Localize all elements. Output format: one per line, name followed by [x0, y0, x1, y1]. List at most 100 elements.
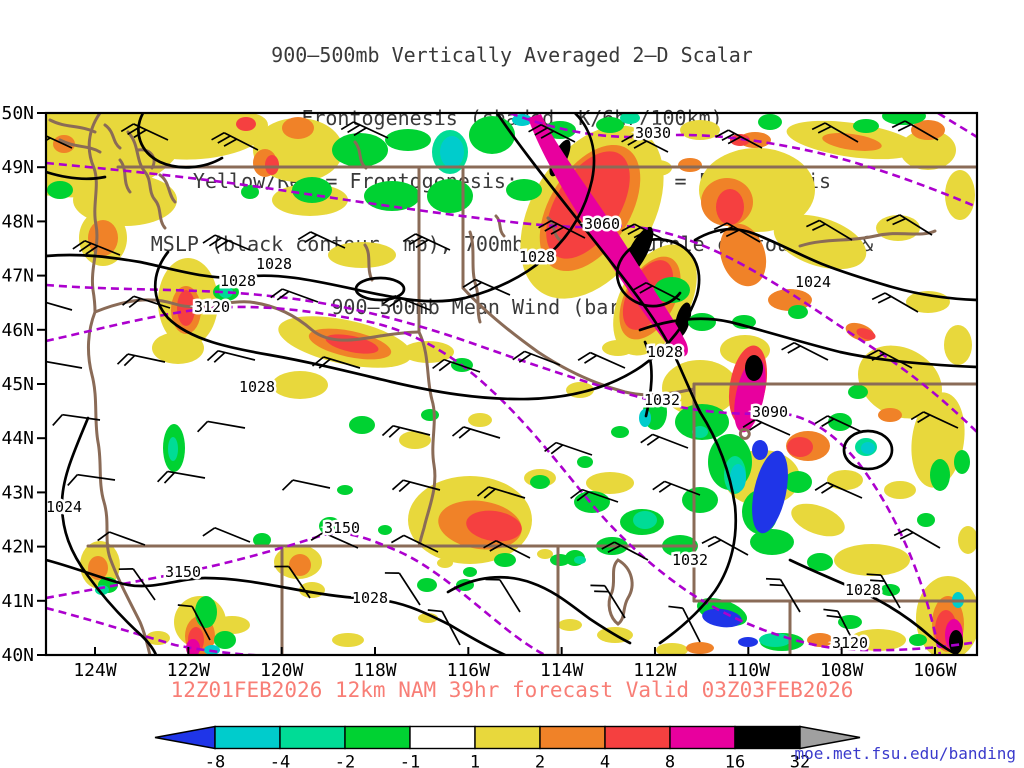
wind-barb	[202, 234, 251, 251]
lon-tick-label: 120W	[260, 660, 304, 681]
contour-label: 1028	[256, 255, 292, 273]
wind-barb	[866, 573, 901, 609]
lon-tick-label: 118W	[353, 660, 397, 681]
wind-barb	[668, 605, 701, 643]
wind-barb	[384, 572, 421, 606]
lon-tick-label: 124W	[73, 660, 117, 681]
colorbar-level-label: -8	[205, 753, 225, 768]
colorbar-level-label: 32	[790, 753, 810, 768]
wind-barb	[340, 121, 389, 139]
lon-tick-label: 116W	[447, 660, 491, 681]
wind-barb	[865, 349, 913, 369]
contour-label: 3120	[194, 298, 230, 316]
colorbar-level-label: 16	[725, 753, 745, 768]
wind-barb	[871, 292, 919, 313]
lat-tick-label: 40N	[1, 645, 34, 666]
wind-barb	[811, 122, 859, 143]
wind-barb	[701, 535, 749, 556]
wind-barb	[476, 486, 526, 499]
wind-barb	[211, 131, 259, 151]
lat-tick-label: 47N	[1, 266, 34, 287]
contour-label: 3060	[584, 215, 620, 233]
wind-barb	[67, 473, 116, 487]
contour-label: 3150	[165, 563, 201, 581]
colorbar-segment	[604, 725, 671, 750]
title-line-1: 900–500mb Vertically Averaged 2–D Scalar	[271, 43, 753, 67]
lon-tick-label: 122W	[167, 660, 211, 681]
wind-barb	[381, 424, 431, 438]
wind-barb	[72, 239, 121, 256]
wind-barb	[781, 341, 829, 361]
contour-label: 1028	[352, 589, 388, 607]
wind-barb	[274, 565, 311, 599]
wind-barb	[382, 294, 431, 311]
lat-tick-label: 43N	[1, 482, 34, 503]
colorbar-segment	[669, 725, 736, 750]
wind-barb	[910, 411, 959, 429]
wind-barbs	[46, 120, 959, 646]
wind-barb	[390, 534, 439, 553]
wind-barb	[46, 131, 73, 149]
contour-label: 1032	[672, 551, 708, 569]
colorbar-level-label: 4	[600, 753, 610, 768]
wind-barb	[462, 278, 511, 296]
wind-barb	[742, 418, 791, 436]
shading-blobs	[46, 113, 977, 655]
colorbar-level-label: -1	[400, 753, 420, 768]
forecast-caption: 12Z01FEB2026 12km NAM 39hr forecast Vali…	[170, 678, 854, 702]
colorbar-segment	[409, 725, 476, 750]
wind-barb	[197, 420, 246, 433]
contour-label: 1032	[644, 391, 680, 409]
contour-label: 3090	[752, 403, 788, 421]
wind-barb	[270, 288, 319, 303]
wind-barb	[715, 129, 763, 149]
wind-barb	[621, 223, 669, 243]
wind-barb	[483, 539, 531, 559]
wind-barb	[512, 350, 561, 366]
contour-label: 3030	[635, 124, 671, 142]
contour-label: 1028	[239, 378, 275, 396]
wind-barb	[485, 578, 521, 613]
wind-barb	[544, 441, 593, 456]
wind-barb	[120, 123, 169, 141]
wind-barb	[814, 415, 863, 433]
contour-label: 1024	[46, 498, 82, 516]
colorbar-segment	[279, 725, 346, 750]
wind-barb	[311, 356, 361, 369]
lat-tick-label: 45N	[1, 374, 34, 395]
wind-barb	[621, 133, 669, 153]
colorbar-level-label: 2	[535, 753, 545, 768]
mslp-contours	[46, 113, 977, 655]
wind-barb	[122, 295, 171, 309]
wind-barb	[713, 222, 761, 243]
wind-barb	[528, 123, 576, 143]
height-contours	[46, 113, 977, 655]
colorbar-segment	[734, 725, 801, 750]
colorbar-level-label: 1	[470, 753, 480, 768]
wind-barb	[391, 479, 441, 493]
contour-label: 1028	[647, 343, 683, 361]
contour-label: 3120	[832, 634, 868, 652]
contour-label: 1028	[519, 248, 555, 266]
wind-barb	[765, 577, 801, 613]
colorbar-level-label: -4	[270, 753, 290, 768]
lon-tick-label: 108W	[820, 660, 864, 681]
colorbar-over-arrow	[799, 725, 861, 750]
contour-label: 1028	[220, 272, 256, 290]
colorbar-segment	[214, 725, 281, 750]
lat-tick-label: 44N	[1, 428, 34, 449]
wind-barb	[157, 470, 206, 484]
wind-barb	[886, 214, 933, 236]
wind-barb	[590, 584, 626, 619]
wind-barb	[577, 351, 626, 369]
lon-tick-label: 106W	[913, 660, 957, 681]
colorbar: -8 -4 -2 -1 1 2 4 8 16 32	[154, 725, 861, 768]
axis-ticks-labels: 50N 49N 48N 47N 46N 45N 44N 43N 42N 41N 40N 124W 122…	[1, 103, 956, 681]
lat-tick-label: 46N	[1, 320, 34, 341]
wind-barb	[806, 219, 853, 241]
lon-tick-label: 112W	[633, 660, 677, 681]
wind-barb	[310, 531, 359, 549]
credit-link[interactable]: moe.met.fsu.edu/banding	[794, 744, 1016, 763]
wind-barb	[633, 281, 681, 301]
